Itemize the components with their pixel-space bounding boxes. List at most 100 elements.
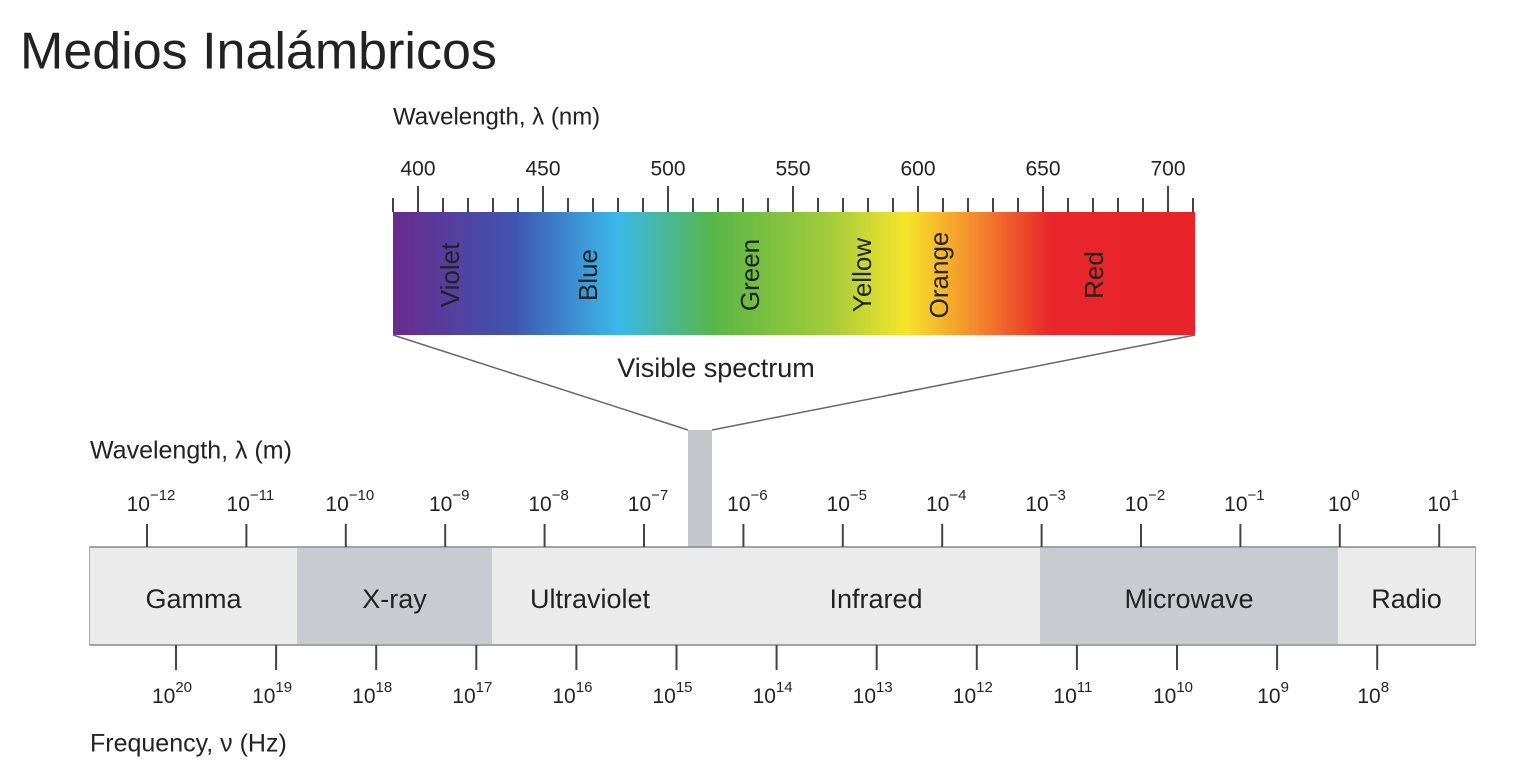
m-tick-label-exp: −5 xyxy=(850,487,867,504)
hz-tick-label: 1016 xyxy=(552,679,592,708)
hz-tick-label-base: 10 xyxy=(753,685,776,708)
m-tick-label-exp: −10 xyxy=(349,487,374,504)
hz-tick-label-base: 10 xyxy=(1357,685,1380,708)
m-tick-label-exp: −12 xyxy=(150,487,175,504)
m-tick-label-exp: −8 xyxy=(552,487,569,504)
m-tick-label-base: 10 xyxy=(926,493,949,516)
visible-caption: Visible spectrum xyxy=(617,353,815,383)
hz-tick-label-exp: 18 xyxy=(376,679,393,696)
m-tick-label: 10−6 xyxy=(727,487,767,516)
m-tick-label-base: 10 xyxy=(325,493,348,516)
m-tick-label-exp: −6 xyxy=(751,487,768,504)
m-tick-label-base: 10 xyxy=(1328,493,1351,516)
m-tick-label: 101 xyxy=(1427,487,1459,516)
hz-tick-label-base: 10 xyxy=(1053,685,1076,708)
funnel-line xyxy=(392,334,689,431)
m-tick-label-exp: −9 xyxy=(452,487,469,504)
m-tick-label-base: 10 xyxy=(227,493,250,516)
m-tick-label: 10−9 xyxy=(429,487,469,516)
band-segment xyxy=(1338,548,1475,644)
hz-tick-label-exp: 11 xyxy=(1077,679,1093,696)
hz-tick-label: 1015 xyxy=(652,679,692,708)
hz-tick-label-exp: 20 xyxy=(175,679,192,696)
generated: Gamma X-ray Ultraviolet Infrared Microwave Ra… xyxy=(90,158,1475,708)
nm-axis-label: Wavelength, λ (nm) xyxy=(393,103,600,130)
band-label: Radio xyxy=(1371,584,1442,614)
nm-tick-label: 700 xyxy=(1150,158,1185,181)
hz-tick-label-exp: 13 xyxy=(876,679,893,696)
hz-tick-label: 1012 xyxy=(953,679,993,708)
m-tick-label: 10−10 xyxy=(325,487,374,516)
band-segment xyxy=(297,548,492,644)
hz-tick-label: 1010 xyxy=(1153,679,1193,708)
nm-tick-label: 500 xyxy=(650,158,685,181)
m-tick-label-exp: 0 xyxy=(1351,487,1359,504)
m-tick-label-exp: −11 xyxy=(250,487,274,504)
m-tick-label: 10−11 xyxy=(227,487,275,516)
hz-tick-label: 1018 xyxy=(352,679,392,708)
hz-tick-label-base: 10 xyxy=(552,685,575,708)
hz-tick-label: 1011 xyxy=(1053,679,1092,708)
band-label: Infrared xyxy=(829,584,922,614)
m-tick-label-base: 10 xyxy=(127,493,150,516)
color-label: Yellow xyxy=(847,238,877,312)
hz-tick-label-exp: 9 xyxy=(1281,679,1289,696)
hz-tick-label-base: 10 xyxy=(452,685,475,708)
hz-tick-label-exp: 12 xyxy=(976,679,993,696)
m-tick-label-base: 10 xyxy=(1025,493,1048,516)
hz-tick-label: 1013 xyxy=(853,679,893,708)
hz-tick-label-base: 10 xyxy=(252,685,275,708)
hz-tick-label: 1014 xyxy=(753,679,793,708)
hz-tick-label-exp: 19 xyxy=(275,679,292,696)
nm-tick-label: 550 xyxy=(775,158,810,181)
slide-title: Medios Inalámbricos xyxy=(20,23,497,81)
hz-tick-label: 108 xyxy=(1357,679,1389,708)
band-segment xyxy=(492,548,688,644)
hz-tick-label-exp: 17 xyxy=(476,679,493,696)
m-tick-label: 10−3 xyxy=(1025,487,1065,516)
nm-tick-label: 600 xyxy=(900,158,935,181)
hz-tick-label: 1017 xyxy=(452,679,492,708)
hz-tick-label-base: 10 xyxy=(152,685,175,708)
hz-tick-label-base: 10 xyxy=(652,685,675,708)
hz-tick-label-base: 10 xyxy=(1153,685,1176,708)
band-segment xyxy=(1040,548,1338,644)
m-tick-label-exp: −1 xyxy=(1248,487,1265,504)
m-tick-label-base: 10 xyxy=(628,493,651,516)
hz-tick-label-exp: 10 xyxy=(1176,679,1193,696)
m-tick-label-base: 10 xyxy=(727,493,750,516)
band-label: Gamma xyxy=(145,584,242,614)
color-label: Red xyxy=(1079,251,1109,299)
color-label: Violet xyxy=(435,242,465,307)
funnel-line xyxy=(711,334,1196,431)
nm-tick-label: 650 xyxy=(1025,158,1060,181)
m-tick-label: 10−2 xyxy=(1125,487,1165,516)
color-label: Green xyxy=(735,239,765,311)
m-tick-label-base: 10 xyxy=(429,493,452,516)
m-tick-label: 10−7 xyxy=(628,487,668,516)
m-tick-label-base: 10 xyxy=(1125,493,1148,516)
hz-tick-label-base: 10 xyxy=(953,685,976,708)
m-tick-label-base: 10 xyxy=(827,493,850,516)
color-label: Orange xyxy=(924,232,954,319)
nm-tick-label: 450 xyxy=(525,158,560,181)
m-tick-label: 10−12 xyxy=(127,487,176,516)
m-tick-label-base: 10 xyxy=(1427,493,1450,516)
hz-tick-label-exp: 15 xyxy=(676,679,693,696)
nm-tick-label: 400 xyxy=(400,158,435,181)
hz-tick-label: 1020 xyxy=(152,679,192,708)
hz-tick-label: 1019 xyxy=(252,679,292,708)
m-tick-label-exp: −4 xyxy=(949,487,966,504)
band-label: X-ray xyxy=(362,584,427,614)
m-tick-label-exp: 1 xyxy=(1451,487,1459,504)
m-tick-label-exp: −3 xyxy=(1049,487,1066,504)
band-label: Ultraviolet xyxy=(530,584,651,614)
band-label: Microwave xyxy=(1124,584,1253,614)
visible-spectrum-bar xyxy=(393,212,1195,335)
hz-tick-label-exp: 14 xyxy=(776,679,793,696)
hz-tick-label-base: 10 xyxy=(1257,685,1280,708)
hz-tick-label-exp: 16 xyxy=(576,679,593,696)
hz-tick-label-exp: 8 xyxy=(1381,679,1389,696)
